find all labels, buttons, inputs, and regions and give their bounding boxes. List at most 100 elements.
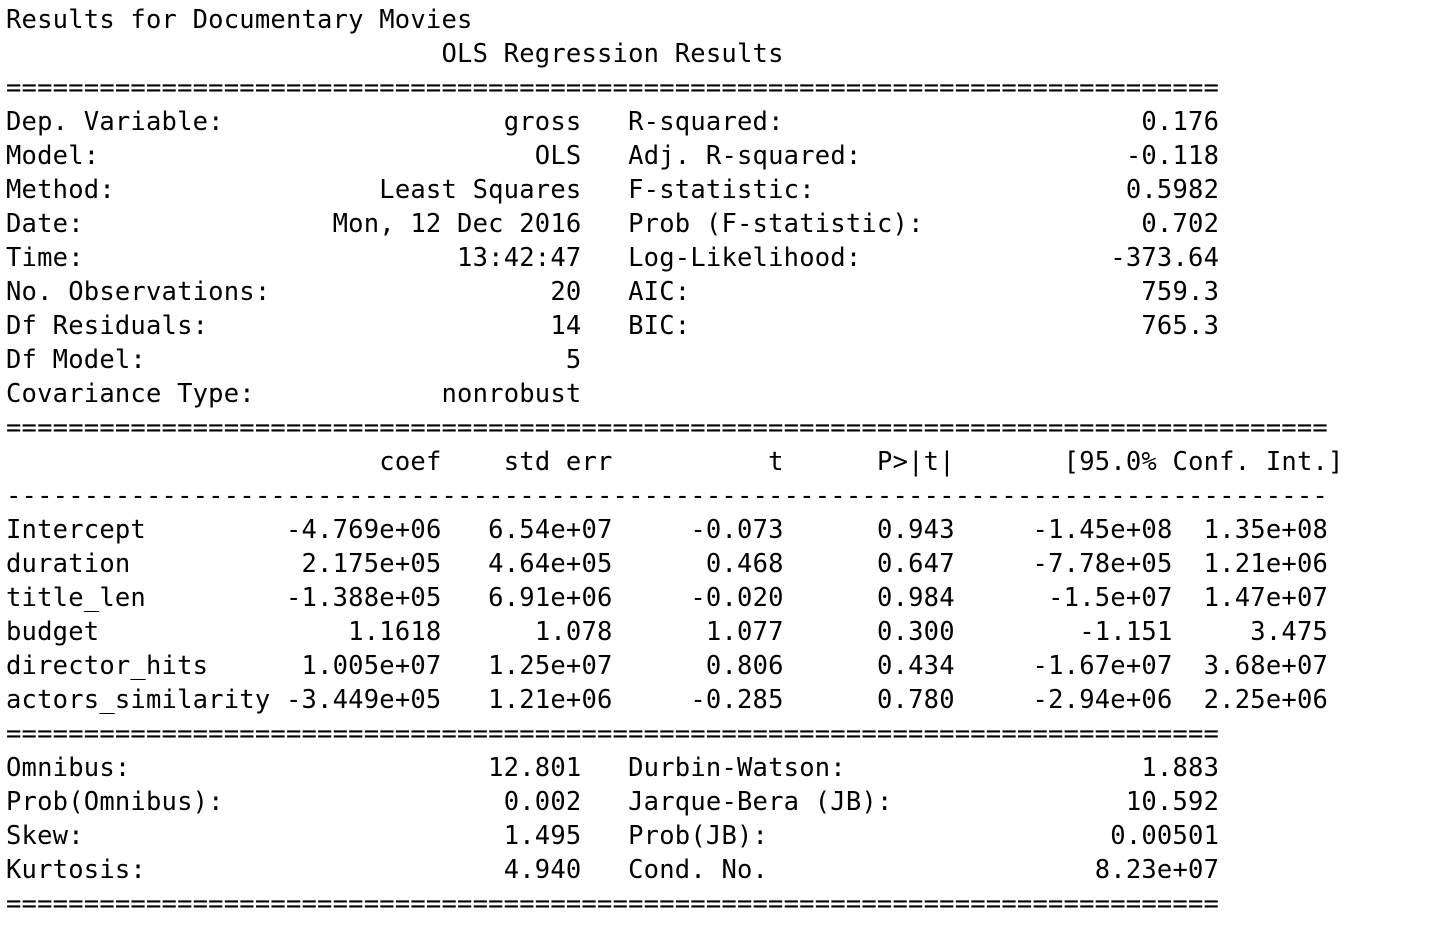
coef-name: director_hits [6, 651, 209, 681]
pad [784, 549, 877, 579]
model-info-row: Date: Mon, 12 Dec 2016 Prob (F-statistic… [6, 207, 1344, 241]
coef-name: duration [6, 549, 131, 579]
pad [581, 107, 628, 137]
pad [613, 447, 769, 477]
coef-t: 0.468 [705, 549, 784, 579]
model-info-row: Time: 13:42:47 Log-Likelihood: -373.64 [6, 241, 1344, 275]
pad [784, 583, 877, 613]
pad [581, 787, 628, 817]
pad [270, 685, 286, 715]
coef-ci-high: 1.47e+07 [1203, 583, 1329, 613]
model-info-value: 13:42:47 [457, 243, 582, 273]
coef-row: duration 2.175e+05 4.64e+05 0.468 0.647 … [6, 547, 1344, 581]
diag-label: Durbin-Watson: [628, 753, 846, 783]
diag-label: Prob(Omnibus): [6, 787, 224, 817]
coef-coef: -4.769e+06 [285, 515, 442, 545]
pad [955, 617, 1079, 647]
coef-row: title_len -1.388e+05 6.91e+06 -0.020 0.9… [6, 581, 1344, 615]
diag-value: 1.495 [503, 821, 582, 851]
regression-results-output: Results for Documentary Movies OLS Regre… [6, 3, 1344, 921]
model-info-label: Df Model: [6, 345, 146, 375]
pad [613, 515, 691, 545]
diag-value: 12.801 [488, 753, 582, 783]
pad [1173, 651, 1204, 681]
pad [613, 549, 706, 579]
pad [1173, 549, 1204, 579]
pad [613, 617, 706, 647]
pad [442, 447, 504, 477]
coef-ci-low: -1.5e+07 [1048, 583, 1173, 613]
coef-name: actors_similarity [6, 685, 271, 715]
coef-row: actors_similarity -3.449e+05 1.21e+06 -0… [6, 683, 1344, 717]
model-info-row: Model: OLS Adj. R-squared: -0.118 [6, 139, 1344, 173]
pad [613, 583, 691, 613]
title-padding [6, 39, 441, 69]
diag-label: Cond. No. [628, 855, 769, 885]
pad [130, 753, 488, 783]
summary-title-text: OLS Regression Results [441, 39, 784, 69]
coef-p: 0.984 [877, 583, 955, 613]
pad [768, 821, 1110, 851]
pad [1173, 515, 1204, 545]
model-info-label: Df Residuals: [6, 311, 209, 341]
pad [955, 685, 1033, 715]
pad [784, 515, 877, 545]
pad [255, 379, 442, 409]
pad [441, 685, 488, 715]
diag-value: 1.883 [1141, 753, 1220, 783]
results-heading: Results for Documentary Movies [6, 5, 473, 35]
pad [441, 549, 488, 579]
pad [861, 243, 1110, 273]
pad [893, 787, 1126, 817]
fit-stat-value: 759.3 [1141, 277, 1220, 307]
coef-t: -0.073 [690, 515, 784, 545]
pad [286, 447, 379, 477]
diag-label: Jarque-Bera (JB): [628, 787, 893, 817]
model-info-label: Time: [6, 243, 84, 273]
coef-ci-high: 3.68e+07 [1203, 651, 1329, 681]
pad [581, 855, 628, 885]
pad [613, 651, 706, 681]
diag-label: Kurtosis: [6, 855, 146, 885]
diag-value: 0.00501 [1110, 821, 1220, 851]
diagnostics-row: Kurtosis: 4.940 Cond. No. 8.23e+07 [6, 853, 1344, 887]
pad [613, 685, 691, 715]
coef-name: Intercept [6, 515, 146, 545]
fit-stat-label: F-statistic: [628, 175, 815, 205]
separator-double-top: ========================================… [6, 73, 1220, 103]
pad [784, 107, 1142, 137]
coef-p: 0.647 [877, 549, 955, 579]
model-info-value: Least Squares [379, 175, 582, 205]
coef-ci-high: 3.475 [1250, 617, 1329, 647]
pad [99, 617, 348, 647]
pad [146, 515, 286, 545]
coef-coef: -3.449e+05 [285, 685, 442, 715]
diagnostics-row: Omnibus: 12.801 Durbin-Watson: 1.883 [6, 751, 1344, 785]
coef-ci-low: -7.78e+05 [1032, 549, 1173, 579]
coef-ci-low: -1.151 [1079, 617, 1173, 647]
separator-single-coef: ----------------------------------------… [6, 481, 1328, 511]
pad [224, 787, 504, 817]
coef-header-2: t [768, 447, 784, 477]
coef-t: 1.077 [705, 617, 784, 647]
pad [784, 447, 877, 477]
model-info-row: Covariance Type: nonrobust [6, 377, 1344, 411]
coef-p: 0.300 [877, 617, 955, 647]
summary-title: OLS Regression Results [6, 37, 1344, 71]
pad [146, 583, 286, 613]
pad [270, 277, 550, 307]
pad [130, 549, 301, 579]
diag-value: 8.23e+07 [1094, 855, 1220, 885]
pad [581, 277, 628, 307]
pad [581, 753, 628, 783]
model-info-label: Date: [6, 209, 84, 239]
model-info-row: Df Residuals: 14 BIC: 765.3 [6, 309, 1344, 343]
coef-row: director_hits 1.005e+07 1.25e+07 0.806 0… [6, 649, 1344, 683]
fit-stat-label: AIC: [628, 277, 691, 307]
model-info-value: 20 [550, 277, 582, 307]
fit-stat-label: R-squared: [628, 107, 784, 137]
coef-std-err: 1.078 [534, 617, 613, 647]
coef-std-err: 1.21e+06 [488, 685, 613, 715]
coef-row: Intercept -4.769e+06 6.54e+07 -0.073 0.9… [6, 513, 1344, 547]
coef-std-err: 6.54e+07 [488, 515, 613, 545]
